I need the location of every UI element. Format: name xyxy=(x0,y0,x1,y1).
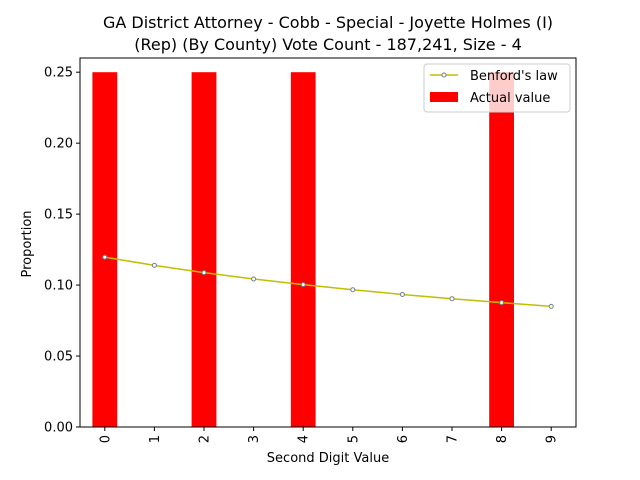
legend-label-actual: Actual value xyxy=(470,91,550,106)
legend-box xyxy=(423,63,571,113)
y-axis-label: Proportion xyxy=(20,210,35,277)
y-tick-label: 0.05 xyxy=(44,350,73,365)
benford-line xyxy=(104,256,552,308)
legend-label-benford: Benford's law xyxy=(470,69,558,84)
legend-bar-swatch xyxy=(430,92,458,102)
x-tick-label: 1 xyxy=(148,435,163,443)
x-tick-label: 8 xyxy=(495,435,510,443)
plot-area xyxy=(79,57,577,428)
bar-digit-0 xyxy=(92,72,118,427)
bar-digit-4 xyxy=(290,72,316,427)
x-tick-label: 2 xyxy=(198,435,213,443)
benford-point-4 xyxy=(300,282,306,288)
chart-title-line1: GA District Attorney - Cobb - Special - … xyxy=(103,13,553,32)
y-tick-label: 0.20 xyxy=(44,137,73,152)
legend-line-marker xyxy=(441,72,447,78)
x-tick-label: 9 xyxy=(545,435,560,443)
x-axis: 0 1 2 3 4 5 6 7 8 9 xyxy=(98,427,560,443)
benford-point-0 xyxy=(102,254,108,260)
plot-frame xyxy=(79,57,577,428)
benford-point-7 xyxy=(449,296,455,302)
chart-title-line2: (Rep) (By County) Vote Count - 187,241, … xyxy=(134,35,522,54)
x-tick-label: 4 xyxy=(297,435,312,443)
y-tick-label: 0.10 xyxy=(44,279,73,294)
x-tick-label: 3 xyxy=(247,435,262,443)
bar-digit-2 xyxy=(191,72,217,427)
benford-point-2 xyxy=(201,270,207,276)
x-tick-label: 7 xyxy=(446,435,461,443)
benford-point-5 xyxy=(350,287,356,293)
y-axis: 0.00 0.05 0.10 0.15 0.20 0.25 xyxy=(44,66,80,436)
benford-point-8 xyxy=(499,300,505,306)
benford-point-1 xyxy=(151,262,157,268)
x-tick-label: 0 xyxy=(98,435,113,443)
y-tick-label: 0.25 xyxy=(44,66,73,81)
benford-point-6 xyxy=(399,291,405,297)
benford-point-3 xyxy=(251,276,257,282)
x-tick-label: 5 xyxy=(346,435,361,443)
y-tick-label: 0.00 xyxy=(44,421,73,436)
legend: Benford's law Actual value xyxy=(423,63,571,113)
bar-digit-8 xyxy=(489,72,514,427)
x-tick-label: 6 xyxy=(396,435,411,443)
x-axis-label: Second Digit Value xyxy=(267,451,389,466)
y-tick-label: 0.15 xyxy=(44,208,73,223)
benford-point-9 xyxy=(548,303,554,309)
